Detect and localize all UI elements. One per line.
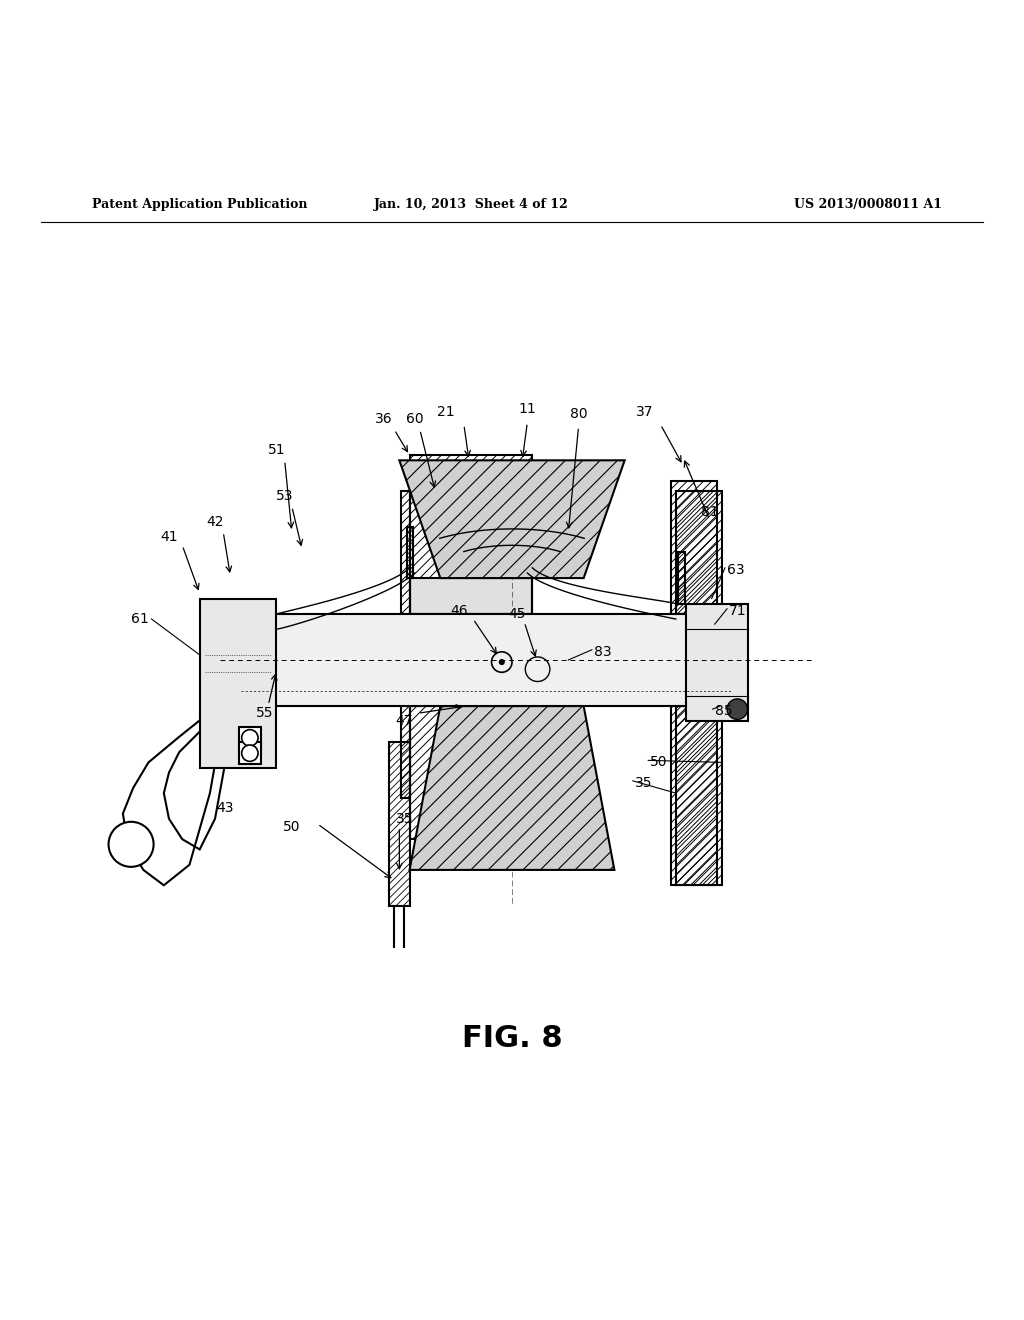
Polygon shape <box>671 614 717 706</box>
Polygon shape <box>241 614 732 706</box>
Polygon shape <box>410 706 614 870</box>
Text: 47: 47 <box>395 714 414 729</box>
Text: 42: 42 <box>206 515 224 529</box>
Text: 83: 83 <box>594 644 611 659</box>
Polygon shape <box>410 578 532 614</box>
Text: 45: 45 <box>508 607 526 620</box>
Text: 50: 50 <box>283 820 301 834</box>
Text: 71: 71 <box>729 603 746 618</box>
Text: 35: 35 <box>395 812 414 826</box>
Text: 43: 43 <box>216 801 234 816</box>
Text: 53: 53 <box>275 490 294 503</box>
Text: US 2013/0008011 A1: US 2013/0008011 A1 <box>794 198 942 211</box>
Text: 61: 61 <box>131 612 148 626</box>
Circle shape <box>499 659 505 665</box>
Text: 55: 55 <box>255 706 273 721</box>
Text: 46: 46 <box>450 603 468 618</box>
Circle shape <box>727 698 748 719</box>
Text: 41: 41 <box>160 531 178 544</box>
Text: 36: 36 <box>375 412 393 426</box>
Text: 63: 63 <box>727 562 744 577</box>
Polygon shape <box>399 461 625 578</box>
Polygon shape <box>239 726 261 748</box>
Text: 51: 51 <box>267 444 286 457</box>
Text: FIG. 8: FIG. 8 <box>462 1024 562 1053</box>
Text: 80: 80 <box>569 408 588 421</box>
Polygon shape <box>200 598 276 767</box>
Polygon shape <box>123 706 236 886</box>
Text: 21: 21 <box>436 405 455 420</box>
Text: Patent Application Publication: Patent Application Publication <box>92 198 307 211</box>
Text: 60: 60 <box>406 412 424 426</box>
Text: 81: 81 <box>701 504 719 519</box>
Polygon shape <box>686 603 748 722</box>
Text: 35: 35 <box>635 776 652 789</box>
Circle shape <box>242 730 258 746</box>
Circle shape <box>109 822 154 867</box>
Polygon shape <box>239 742 261 764</box>
Text: 37: 37 <box>636 405 654 420</box>
Text: 85: 85 <box>715 704 732 718</box>
Text: 11: 11 <box>518 403 537 416</box>
Circle shape <box>242 744 258 762</box>
Text: Jan. 10, 2013  Sheet 4 of 12: Jan. 10, 2013 Sheet 4 of 12 <box>374 198 568 211</box>
Text: 50: 50 <box>650 755 668 770</box>
